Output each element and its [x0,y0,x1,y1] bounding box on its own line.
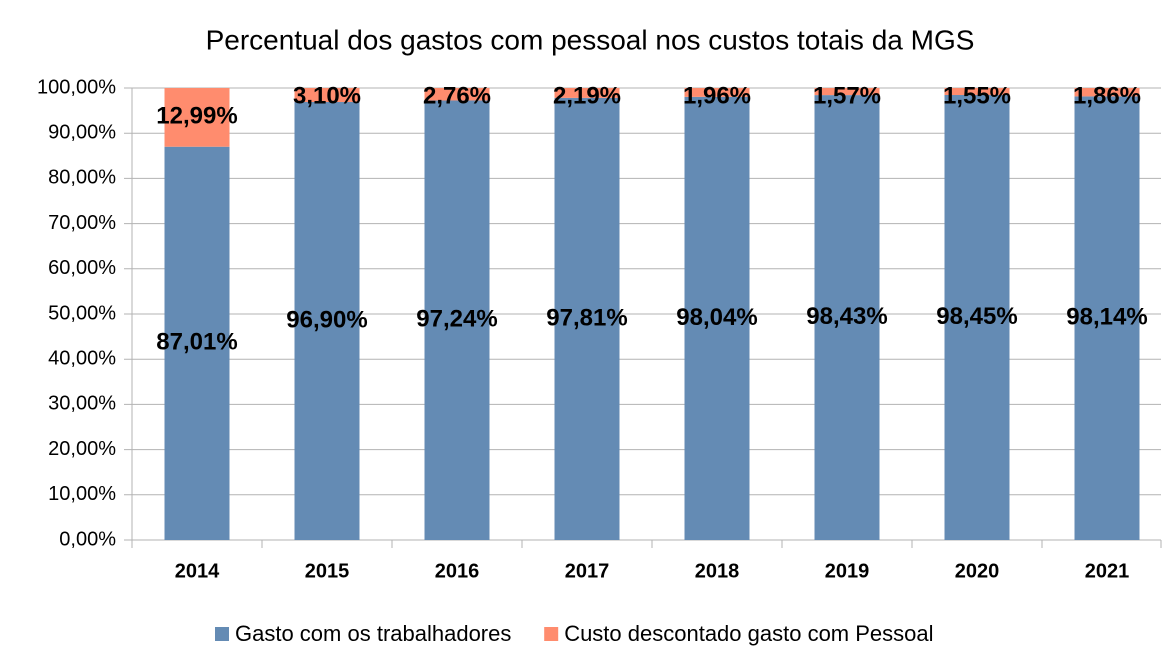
bar-segment [814,95,880,540]
bar-segment [424,88,490,101]
data-label: 3,10% [293,82,361,109]
data-label: 98,04% [676,304,757,331]
chart-title: Percentual dos gastos com pessoal nos cu… [206,24,975,55]
legend-swatch [215,627,229,641]
legend-label: Gasto com os trabalhadores [235,621,511,646]
bar-segment [944,95,1010,541]
y-tick-label: 50,00% [48,302,116,324]
bar-segment [294,102,360,541]
y-tick-label: 10,00% [48,483,116,505]
legend-label: Custo descontado gasto com Pessoal [564,621,933,646]
data-label: 97,24% [416,306,497,333]
data-label: 2,76% [423,82,491,109]
y-tick-label: 100,00% [37,76,116,98]
data-label: 98,14% [1066,304,1147,331]
data-label: 98,43% [806,303,887,330]
y-tick-label: 0,00% [59,528,116,550]
y-tick-label: 40,00% [48,347,116,369]
x-tick-label: 2015 [305,560,350,582]
data-label: 12,99% [156,103,237,130]
x-tick-label: 2016 [435,560,480,582]
bar-segment [814,88,880,96]
x-tick-label: 2014 [175,560,220,582]
data-label: 1,96% [683,82,751,109]
bar-segment [164,88,230,147]
data-label: 1,55% [943,82,1011,109]
data-label: 87,01% [156,329,237,356]
x-tick-label: 2018 [695,560,740,582]
data-label: 1,57% [813,82,881,109]
legend-swatch [544,627,559,641]
bar-segment [1074,88,1140,97]
y-tick-label: 20,00% [48,438,116,460]
bar-segment [684,96,750,541]
bar-segment [684,88,750,97]
bar-segment [294,88,360,103]
bar-segment [944,88,1010,96]
y-tick-label: 60,00% [48,257,116,279]
data-label: 97,81% [546,304,627,331]
bar-segment [554,88,620,98]
data-label: 2,19% [553,82,621,109]
data-label: 1,86% [1073,82,1141,109]
bar-segment [164,146,230,541]
x-tick-label: 2019 [825,560,870,582]
data-label: 98,45% [936,303,1017,330]
x-tick-label: 2017 [565,560,610,582]
y-tick-label: 80,00% [48,167,116,189]
y-tick-label: 70,00% [48,212,116,234]
bar-segment [554,97,620,540]
bar-segment [1074,96,1140,541]
data-label: 96,90% [286,306,367,333]
x-tick-label: 2021 [1085,560,1130,582]
y-tick-label: 90,00% [48,121,116,143]
y-tick-label: 30,00% [48,393,116,415]
x-tick-label: 2020 [955,560,1000,582]
bar-segment [424,100,490,541]
